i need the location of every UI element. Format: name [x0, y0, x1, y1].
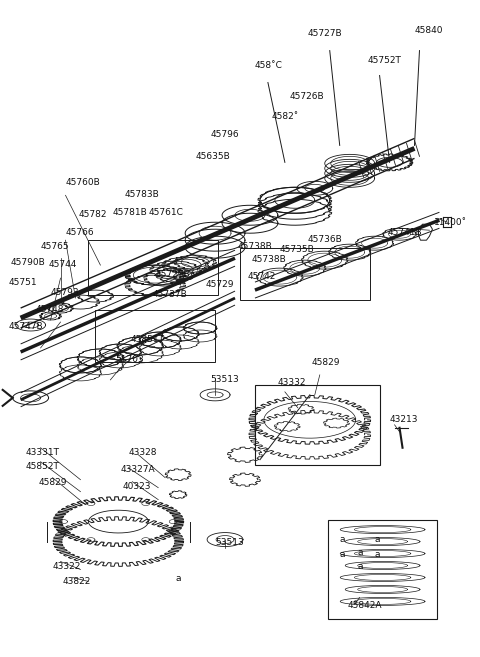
Bar: [240, 248, 370, 300]
Text: 43327A: 43327A: [120, 464, 155, 474]
Text: 45796: 45796: [210, 131, 239, 139]
Text: 458˚C: 458˚C: [255, 60, 283, 70]
Text: 45840: 45840: [415, 26, 443, 35]
Text: 43322: 43322: [52, 562, 81, 570]
Text: a: a: [340, 549, 345, 558]
Text: 43328: 43328: [128, 448, 157, 457]
Text: 45851T: 45851T: [130, 335, 164, 344]
Text: 45747B: 45747B: [9, 322, 43, 331]
Text: 45738B: 45738B: [238, 242, 273, 251]
Text: 45737B: 45737B: [152, 290, 187, 299]
Text: 45761C: 45761C: [148, 208, 183, 217]
Text: 45738B: 45738B: [252, 255, 287, 264]
Text: 43331T: 43331T: [25, 448, 60, 457]
Text: 4582˚: 4582˚: [272, 112, 299, 122]
Text: 45752T: 45752T: [368, 56, 401, 64]
Text: 45735B: 45735B: [280, 245, 314, 254]
Bar: [328, 520, 437, 620]
Text: 45726B: 45726B: [290, 93, 324, 101]
Text: 45793: 45793: [50, 288, 79, 297]
Text: 43822: 43822: [62, 578, 91, 587]
Text: 45736B: 45736B: [308, 235, 343, 244]
Text: 53513: 53513: [210, 375, 239, 384]
Text: 45765: 45765: [41, 242, 69, 251]
Text: 45727B: 45727B: [308, 29, 342, 37]
Text: 45741B: 45741B: [387, 228, 422, 237]
Text: 45729: 45729: [205, 280, 234, 289]
Text: 45766: 45766: [65, 228, 94, 237]
Text: a: a: [358, 562, 363, 570]
Text: 45751: 45751: [9, 278, 37, 287]
Text: 45852T: 45852T: [25, 462, 60, 470]
Text: 45760B: 45760B: [65, 178, 100, 187]
Text: 45742: 45742: [248, 272, 276, 281]
Text: 45829: 45829: [38, 478, 67, 487]
Text: 43213: 43213: [390, 415, 418, 424]
Text: 45842A: 45842A: [348, 601, 382, 610]
Text: 45748: 45748: [36, 305, 64, 314]
Text: 45744: 45744: [48, 260, 77, 269]
Text: 11400˚: 11400˚: [434, 218, 468, 227]
Bar: [96, 310, 215, 362]
Text: a: a: [374, 535, 380, 543]
Text: 43332: 43332: [278, 378, 306, 387]
Bar: [88, 240, 218, 295]
Text: 45790B: 45790B: [11, 258, 46, 267]
Text: 45782: 45782: [78, 210, 107, 219]
Text: 45781B: 45781B: [112, 208, 147, 217]
Text: 45635B: 45635B: [195, 152, 230, 162]
Text: 53513: 53513: [215, 537, 244, 547]
Text: 45720B: 45720B: [155, 270, 190, 279]
Text: a: a: [340, 535, 345, 543]
Text: a: a: [374, 549, 380, 558]
Text: a: a: [175, 574, 180, 583]
Text: 45783B: 45783B: [124, 191, 159, 199]
Text: 51703: 51703: [115, 355, 144, 364]
Bar: [255, 385, 380, 464]
Text: 45829: 45829: [312, 358, 340, 367]
Text: a: a: [358, 547, 363, 556]
Text: 40323: 40323: [122, 482, 151, 491]
